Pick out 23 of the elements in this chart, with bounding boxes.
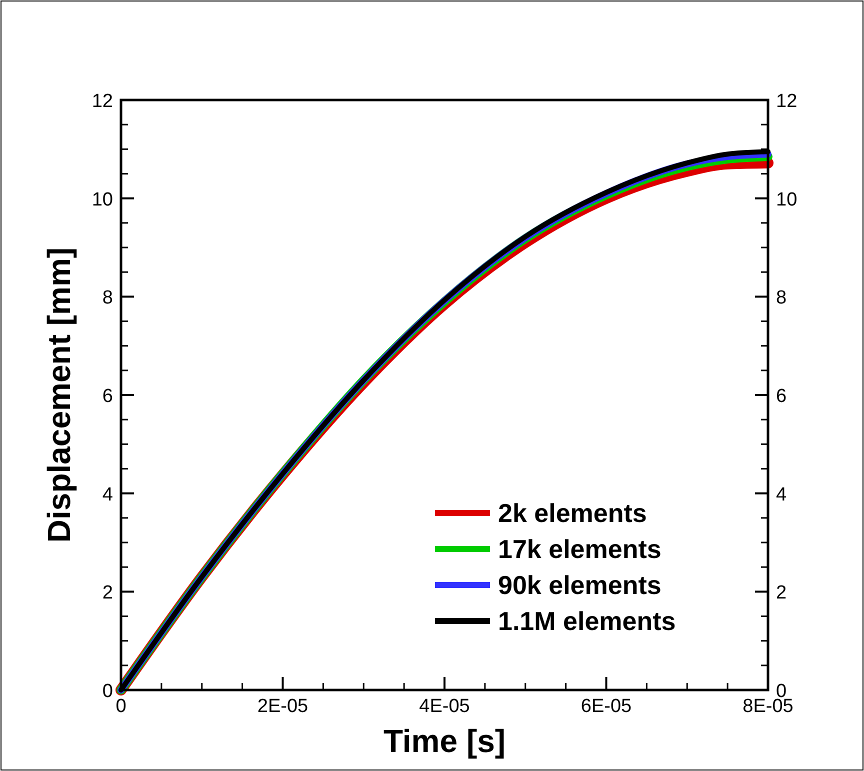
y2-tick-label: 8 bbox=[776, 288, 787, 309]
legend-label: 90k elements bbox=[498, 570, 662, 600]
y-tick-label: 4 bbox=[102, 484, 114, 506]
y-tick-label: 8 bbox=[102, 288, 113, 309]
y2-tick-label: 2 bbox=[776, 582, 787, 604]
x-tick-label: 2E-05 bbox=[257, 696, 308, 717]
legend-label: 17k elements bbox=[498, 534, 662, 564]
x-tick-label: 6E-05 bbox=[580, 696, 632, 717]
x-tick-label: 0 bbox=[116, 696, 126, 717]
y-tick-label: 0 bbox=[102, 681, 113, 702]
legend-label: 1.1M elements bbox=[498, 606, 676, 636]
y2-tick-label: 4 bbox=[776, 484, 787, 506]
y-tick-label: 10 bbox=[92, 189, 113, 210]
y-tick-label: 12 bbox=[92, 91, 113, 112]
y2-tick-label: 6 bbox=[776, 386, 787, 407]
y-tick-label: 2 bbox=[102, 582, 113, 604]
y2-tick-label: 10 bbox=[776, 189, 798, 210]
x-axis-title: Time [s] bbox=[383, 723, 506, 759]
legend-label: 2k elements bbox=[498, 498, 647, 528]
y2-tick-label: 12 bbox=[776, 91, 798, 112]
y-axis-title: Displacement [mm] bbox=[41, 247, 77, 543]
y-tick-label: 6 bbox=[102, 386, 113, 407]
x-tick-label: 4E-05 bbox=[419, 696, 470, 717]
